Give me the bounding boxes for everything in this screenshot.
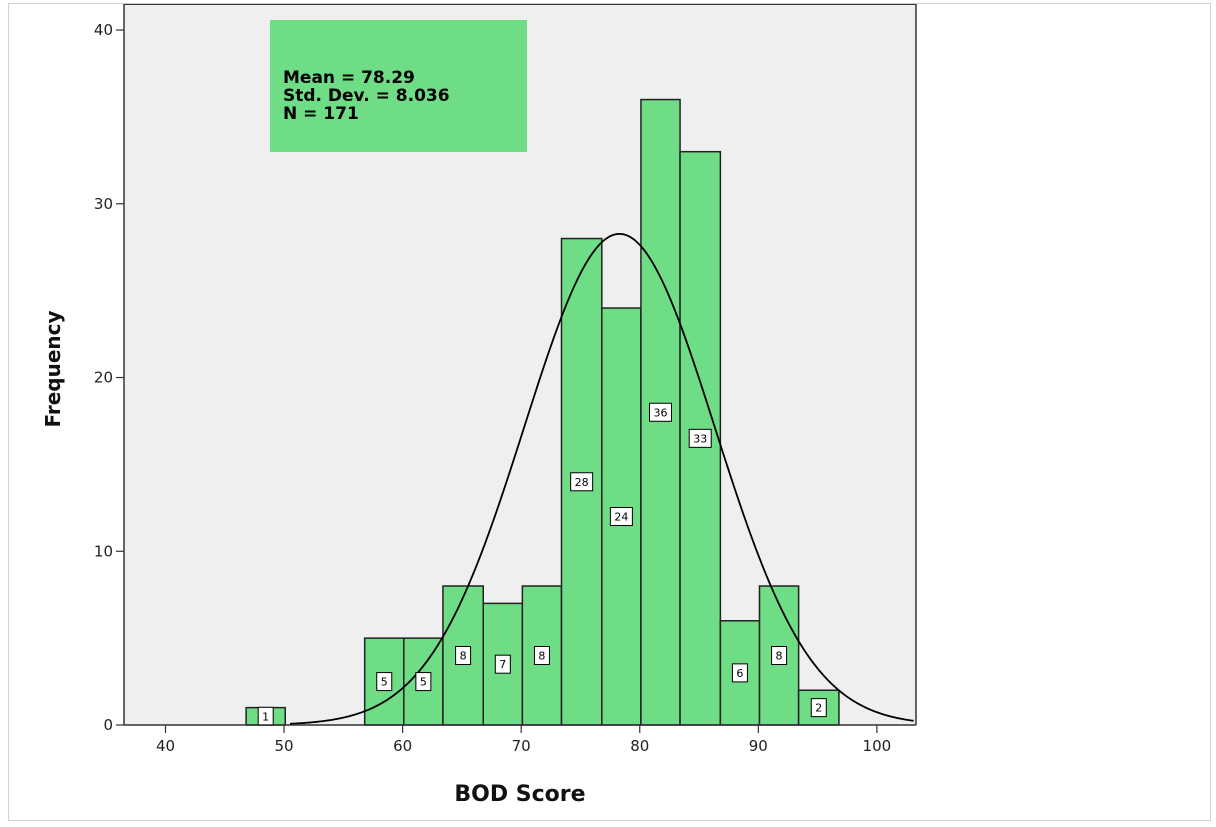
histogram-bar: [797, 689, 840, 726]
bar-value-label: 8: [776, 650, 783, 663]
stats-std-dev: Std. Dev. = 8.036: [283, 86, 450, 106]
bar-value-label: 2: [815, 702, 822, 715]
x-tick-label: 90: [749, 737, 768, 755]
x-tick-label: 80: [630, 737, 649, 755]
bar-value-label: 8: [460, 650, 467, 663]
bar-value-label-box: [570, 472, 594, 492]
y-tick-label: 40: [94, 21, 113, 39]
bar-value-label-box: [810, 698, 827, 718]
bar-value-label-box: [731, 663, 748, 683]
x-tick-label: 100: [863, 737, 892, 755]
histogram-chart: 1 5 5 8 7 8 28 24 36 33 6 8 2 0 10 20 30 40 40 50 60 70 80 90…: [41, 4, 917, 807]
bar-value-label: 7: [499, 658, 506, 671]
bar-value-label: 6: [736, 667, 743, 680]
bar-value-label: 8: [538, 650, 545, 663]
bar-value-label-box: [688, 428, 712, 448]
bar-value-label-box: [494, 654, 511, 674]
bar-value-label-box: [533, 646, 550, 666]
bar-value-label-box: [455, 646, 472, 666]
x-tick-label: 70: [512, 737, 531, 755]
bar-value-label: 28: [575, 476, 589, 489]
bar-value-label-box: [415, 672, 432, 692]
bar-value-label: 1: [262, 710, 269, 723]
y-ticks-group: 0 10 20 30 40: [94, 21, 124, 734]
stats-n: N = 171: [283, 104, 359, 124]
x-tick-label: 40: [156, 737, 175, 755]
bar-value-label-box: [609, 507, 633, 527]
bar-value-label: 5: [381, 676, 388, 689]
bar-value-label: 33: [693, 432, 707, 445]
x-tick-label: 60: [393, 737, 412, 755]
y-axis-title: Frequency: [41, 310, 65, 427]
bar-value-label-box: [376, 672, 393, 692]
y-tick-label: 20: [94, 369, 113, 387]
x-ticks-group: 40 50 60 70 80 90 100: [156, 725, 891, 755]
bar-value-label-box: [771, 646, 788, 666]
stats-mean: Mean = 78.29: [283, 68, 415, 88]
bar-value-label: 24: [614, 511, 628, 524]
bar-value-label-box: [648, 402, 672, 422]
x-axis-title: BOD Score: [454, 782, 585, 807]
y-tick-label: 0: [103, 716, 113, 734]
stats-box: [270, 20, 527, 152]
data-labels-group: 1 5 5 8 7 8 28 24 36 33 6 8 2: [257, 402, 827, 726]
y-tick-label: 30: [94, 195, 113, 213]
bar-value-label: 5: [420, 676, 427, 689]
bar-value-label: 36: [653, 406, 667, 419]
chart-frame: 1 5 5 8 7 8 28 24 36 33 6 8 2 0 10 20 30 40 40 50 60 70 80 90…: [8, 3, 1211, 821]
x-tick-label: 50: [275, 737, 294, 755]
normal-curve: [289, 232, 914, 725]
y-tick-label: 10: [94, 542, 113, 560]
